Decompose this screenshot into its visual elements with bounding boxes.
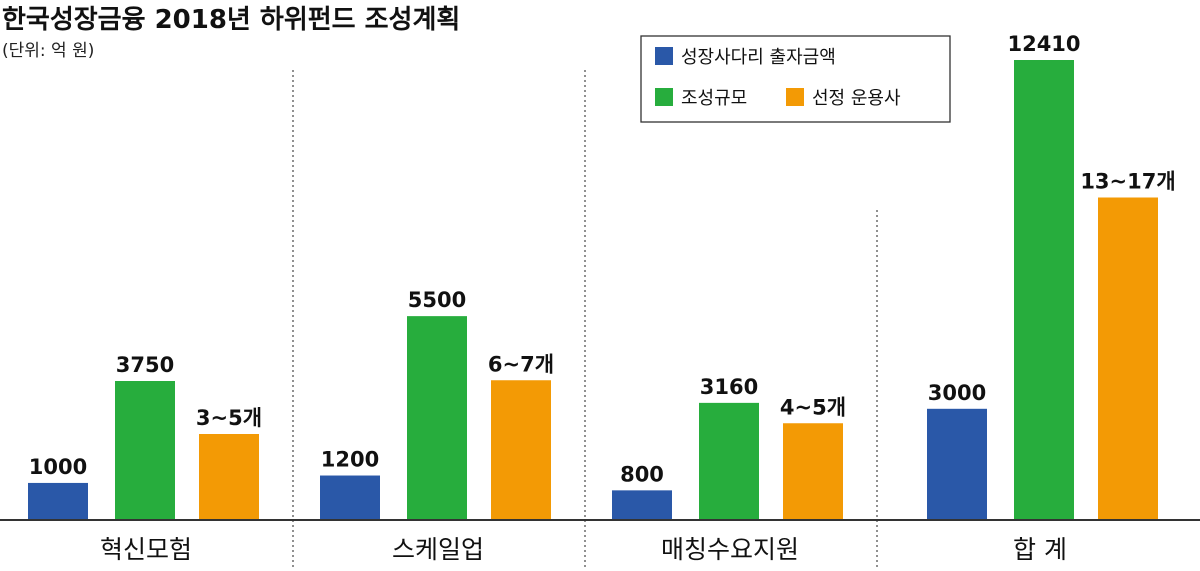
bars bbox=[28, 60, 1158, 520]
data-label: 3000 bbox=[928, 381, 986, 405]
bar bbox=[407, 316, 467, 520]
category-labels: 혁신모험 스케일업 매칭수요지원 합 계 bbox=[100, 535, 1067, 564]
category-label: 합 계 bbox=[1013, 535, 1067, 564]
data-label: 6~7개 bbox=[488, 352, 554, 376]
bar bbox=[1098, 197, 1158, 520]
bar bbox=[1014, 60, 1074, 520]
bar bbox=[783, 423, 843, 520]
legend-swatch bbox=[655, 47, 673, 65]
bar bbox=[927, 408, 987, 520]
bar bbox=[320, 475, 380, 520]
data-label: 3~5개 bbox=[196, 406, 262, 430]
data-label: 1200 bbox=[321, 448, 379, 472]
bar bbox=[699, 402, 759, 520]
unit-label: (단위: 억 원) bbox=[2, 41, 94, 61]
data-label: 5500 bbox=[408, 288, 466, 312]
bar bbox=[115, 380, 175, 520]
legend-label: 성장사다리 출자금액 bbox=[681, 47, 836, 68]
bar bbox=[612, 490, 672, 520]
data-label: 13~17개 bbox=[1080, 170, 1175, 194]
value-labels: 1000 1200 800 3000 3750 5500 3160 12410 3~5개 6~7개… bbox=[29, 32, 1176, 486]
bar bbox=[491, 380, 551, 520]
bar bbox=[28, 482, 88, 520]
data-label: 3160 bbox=[700, 375, 758, 399]
data-label: 800 bbox=[620, 462, 664, 486]
group-dividers bbox=[292, 70, 878, 568]
bar bbox=[199, 434, 259, 520]
data-label: 4~5개 bbox=[780, 395, 846, 419]
data-label: 3750 bbox=[116, 353, 174, 377]
category-label: 혁신모험 bbox=[100, 535, 192, 564]
legend-swatch bbox=[786, 88, 804, 106]
data-label: 1000 bbox=[29, 455, 87, 479]
data-label: 12410 bbox=[1007, 32, 1080, 56]
category-label: 매칭수요지원 bbox=[661, 535, 799, 564]
chart-title: 한국성장금융 2018년 하위펀드 조성계획 bbox=[2, 5, 460, 35]
category-label: 스케일업 bbox=[392, 535, 484, 564]
legend-label: 조성규모 bbox=[681, 88, 747, 109]
legend-box bbox=[640, 35, 951, 123]
legend-label: 선정 운용사 bbox=[812, 88, 901, 109]
legend: 성장사다리 출자금액 조성규모 선정 운용사 bbox=[640, 35, 951, 123]
legend-swatch bbox=[655, 88, 673, 106]
